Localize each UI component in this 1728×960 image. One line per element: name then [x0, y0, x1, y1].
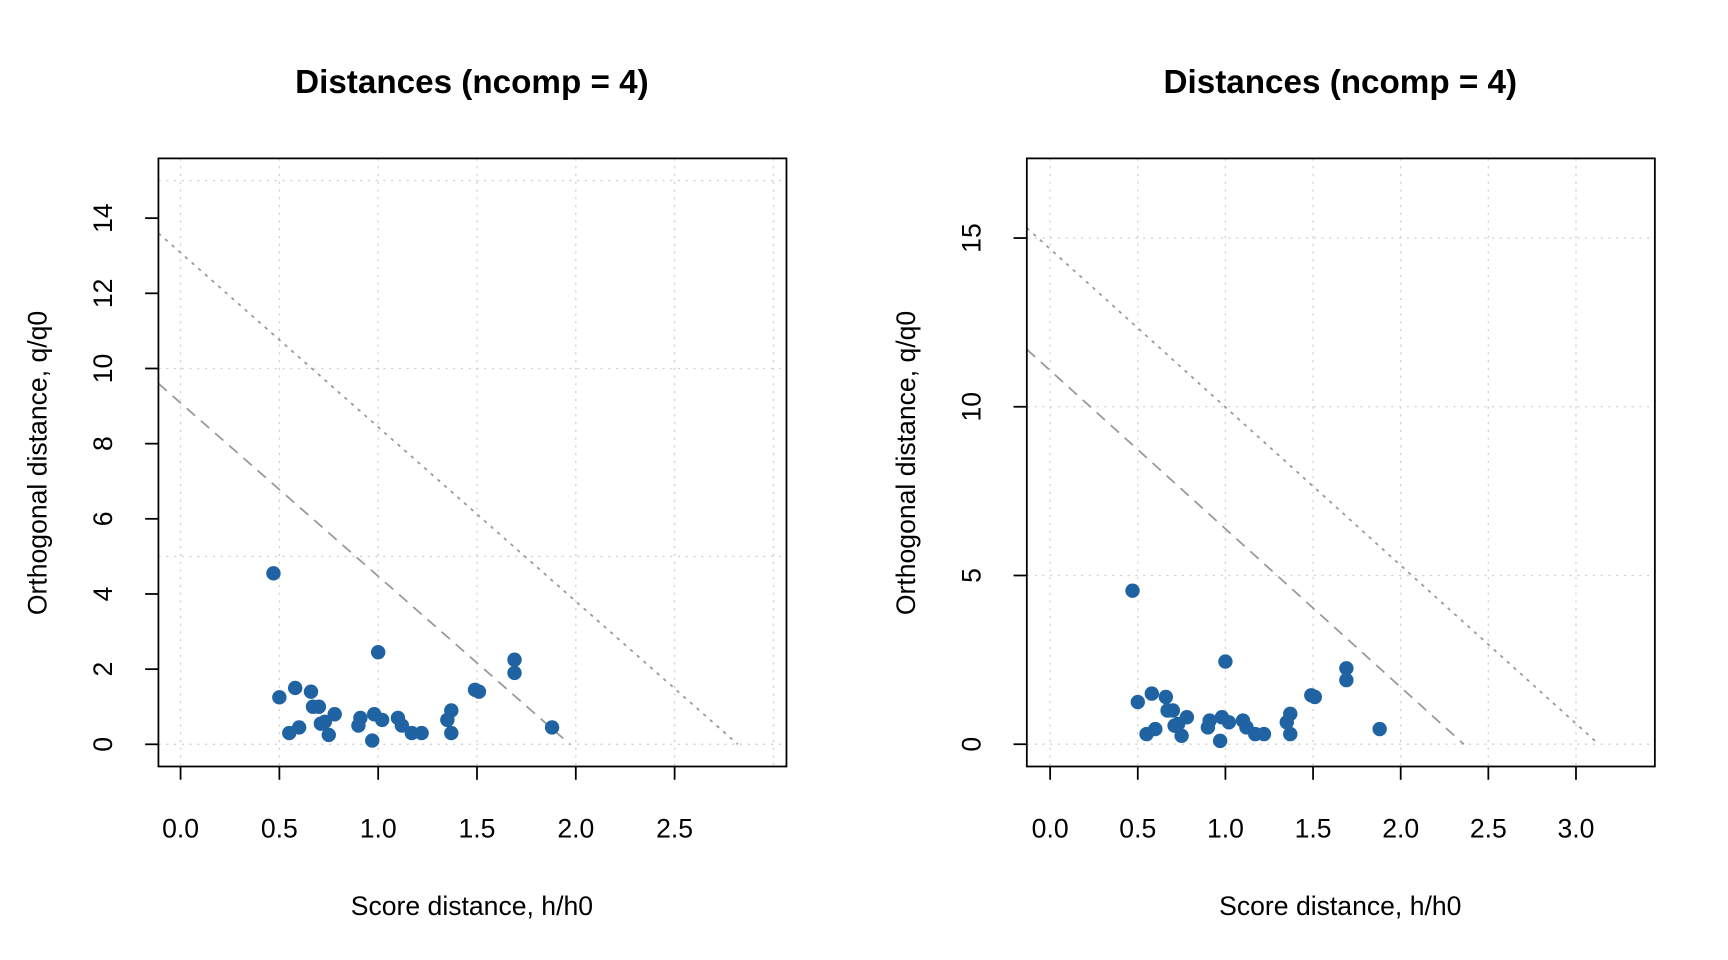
plot-frame	[157, 157, 788, 768]
data-point	[1179, 710, 1195, 725]
data-point	[1212, 733, 1228, 749]
plot-right: Distances (ncomp = 4) Score distance, h/…	[891, 64, 1656, 921]
data-point	[444, 725, 459, 741]
data-point	[404, 725, 419, 741]
data-point	[321, 727, 336, 743]
data-point	[327, 707, 342, 722]
data-point	[287, 680, 303, 696]
y-tick-label: 6	[88, 511, 118, 526]
data-point	[1339, 672, 1354, 688]
data-point	[311, 699, 327, 714]
plot-frame	[1025, 157, 1656, 768]
data-point	[353, 710, 368, 726]
x-tick-label: 2.5	[656, 813, 693, 843]
x-tick-label: 1.5	[1295, 813, 1332, 843]
data-point	[1372, 721, 1387, 737]
data-point	[1283, 726, 1298, 742]
data-point	[507, 665, 522, 681]
y-axis-label: Orthogonal distance, q/q0	[891, 311, 921, 615]
data-point	[394, 718, 410, 733]
y-tick-label: 12	[88, 279, 118, 309]
data-point	[1130, 694, 1145, 710]
y-tick-label: 15	[956, 223, 986, 253]
x-axis-label: Score distance, h/h0	[351, 891, 593, 921]
x-tick-label: 3.0	[1558, 813, 1595, 843]
y-tick-label: 0	[956, 737, 986, 752]
data-point	[1165, 703, 1181, 718]
data-point	[444, 703, 459, 718]
data-point	[365, 733, 380, 748]
y-axis-label: Orthogonal distance, q/q0	[23, 311, 53, 615]
data-point	[507, 652, 522, 667]
x-axis-label: Score distance, h/h0	[1219, 891, 1461, 921]
outlier-limit-line	[1026, 227, 1600, 745]
data-point	[266, 566, 281, 581]
data-point	[317, 714, 333, 729]
data-point	[544, 720, 560, 735]
data-point	[291, 720, 307, 735]
data-point	[370, 645, 386, 660]
x-tick-label: 1.5	[459, 813, 496, 843]
data-point	[1125, 583, 1140, 598]
x-tick-label: 2.0	[557, 813, 594, 843]
x-tick-label: 0.0	[1032, 813, 1069, 843]
x-tick-label: 1.0	[1207, 813, 1244, 843]
y-tick-label: 2	[88, 662, 118, 677]
y-tick-label: 10	[956, 392, 986, 422]
data-point	[1202, 713, 1217, 728]
outlier-limit-line	[157, 232, 739, 745]
data-point	[1218, 654, 1233, 669]
plot-title: Distances (ncomp = 4)	[295, 64, 649, 101]
x-tick-label: 0.5	[261, 813, 298, 843]
data-point	[414, 725, 429, 741]
data-point	[272, 690, 287, 705]
x-tick-label: 2.0	[1382, 813, 1419, 843]
data-point	[1148, 721, 1163, 737]
data-point	[374, 712, 390, 728]
y-tick-label: 5	[956, 568, 986, 583]
data-point	[303, 684, 319, 699]
y-tick-label: 14	[88, 203, 118, 233]
data-point	[1339, 661, 1354, 676]
data-point	[1283, 706, 1298, 722]
data-point	[1256, 726, 1272, 742]
data-point	[1307, 689, 1323, 705]
x-tick-label: 2.5	[1470, 813, 1507, 843]
data-point	[1221, 715, 1237, 730]
x-tick-label: 0.5	[1119, 813, 1156, 843]
y-tick-label: 8	[88, 436, 118, 451]
y-tick-label: 10	[88, 354, 118, 384]
y-tick-label: 0	[88, 737, 118, 752]
data-point	[1144, 686, 1160, 701]
data-point	[471, 684, 487, 699]
data-point	[1174, 728, 1189, 743]
data-point	[1158, 689, 1174, 705]
x-tick-label: 1.0	[360, 813, 397, 843]
x-tick-label: 0.0	[162, 813, 199, 843]
plot-title: Distances (ncomp = 4)	[1164, 64, 1518, 101]
plot-left: Distances (ncomp = 4) Score distance, h/…	[23, 64, 788, 921]
extreme-limit-line	[157, 382, 571, 745]
y-tick-label: 4	[88, 587, 118, 602]
extreme-limit-line	[1026, 348, 1465, 745]
